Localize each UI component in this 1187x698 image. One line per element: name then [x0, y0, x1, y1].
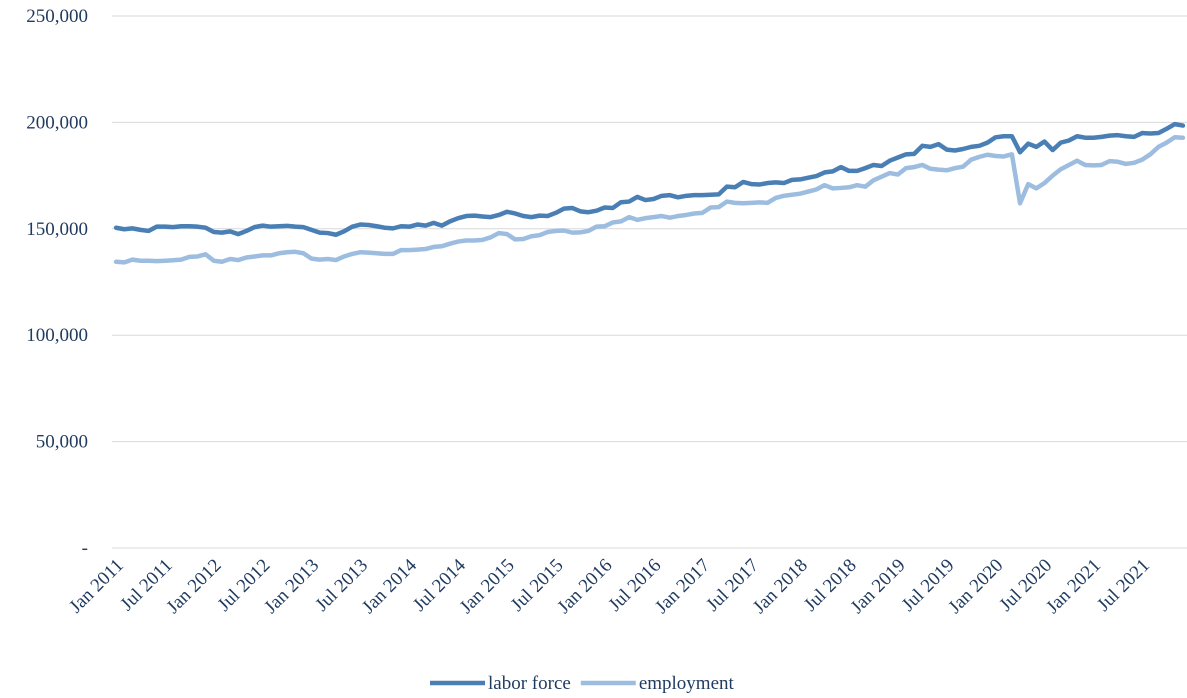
y-tick-label: -	[82, 538, 88, 559]
x-tick-label: Jan 2014	[358, 555, 421, 618]
legend-label: labor force	[488, 673, 571, 694]
y-tick-label: 50,000	[36, 432, 88, 453]
x-tick-label: Jan 2015	[456, 555, 519, 618]
y-tick-label: 150,000	[26, 219, 88, 240]
line-series	[113, 121, 1186, 238]
y-tick-label: 100,000	[26, 325, 88, 346]
x-tick-label: Jan 2013	[260, 555, 323, 618]
x-tick-label: Jan 2018	[749, 555, 812, 618]
x-tick-label: Jul 2021	[1093, 555, 1154, 616]
x-tick-label: Jan 2019	[847, 555, 910, 618]
y-tick-label: 250,000	[26, 6, 88, 27]
x-tick-label: Jan 2020	[944, 555, 1007, 618]
x-tick-label: Jan 2011	[65, 555, 127, 617]
x-tick-label: Jan 2017	[651, 555, 714, 618]
line-series	[113, 135, 1186, 265]
x-tick-label: Jan 2012	[163, 555, 226, 618]
legend-label: employment	[639, 673, 735, 694]
x-tick-label: Jan 2021	[1042, 555, 1105, 618]
y-tick-label: 200,000	[26, 112, 88, 133]
x-tick-label: Jan 2016	[553, 555, 616, 618]
